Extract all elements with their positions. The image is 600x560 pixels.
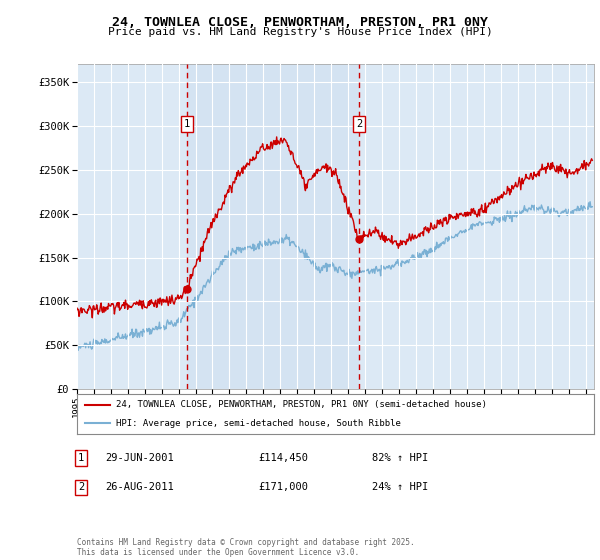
Text: 29-JUN-2001: 29-JUN-2001	[105, 453, 174, 463]
Text: Contains HM Land Registry data © Crown copyright and database right 2025.
This d: Contains HM Land Registry data © Crown c…	[77, 538, 415, 557]
Text: £171,000: £171,000	[258, 482, 308, 492]
Text: 1: 1	[78, 453, 84, 463]
Text: HPI: Average price, semi-detached house, South Ribble: HPI: Average price, semi-detached house,…	[116, 419, 400, 428]
Text: 82% ↑ HPI: 82% ↑ HPI	[372, 453, 428, 463]
Text: 2: 2	[356, 119, 362, 129]
Text: 2: 2	[78, 482, 84, 492]
Text: £114,450: £114,450	[258, 453, 308, 463]
Text: 26-AUG-2011: 26-AUG-2011	[105, 482, 174, 492]
Text: 24% ↑ HPI: 24% ↑ HPI	[372, 482, 428, 492]
Text: Price paid vs. HM Land Registry's House Price Index (HPI): Price paid vs. HM Land Registry's House …	[107, 27, 493, 37]
Text: 24, TOWNLEA CLOSE, PENWORTHAM, PRESTON, PR1 0NY (semi-detached house): 24, TOWNLEA CLOSE, PENWORTHAM, PRESTON, …	[116, 400, 487, 409]
Text: 1: 1	[184, 119, 190, 129]
Text: 24, TOWNLEA CLOSE, PENWORTHAM, PRESTON, PR1 0NY: 24, TOWNLEA CLOSE, PENWORTHAM, PRESTON, …	[112, 16, 488, 29]
Bar	[187, 64, 359, 389]
